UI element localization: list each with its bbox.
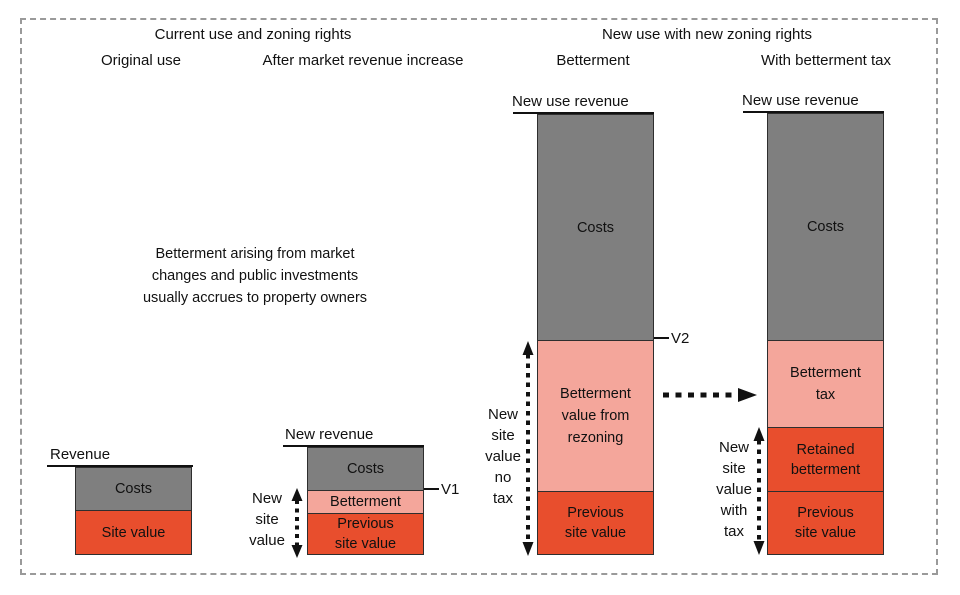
v2-marker: V2 [671,330,690,347]
v1-tick [424,488,439,490]
bar-original-use: Costs Site value [75,467,192,555]
header-current-use: Current use and zoning rights [154,26,352,43]
segment-previous-site-value: Previous site value [308,513,423,554]
segment-betterment-tax: Betterment tax [768,340,883,427]
revenue-line-tax [743,111,884,113]
v1-marker: V1 [441,481,460,498]
segment-retained-betterment: Retained betterment [768,427,883,491]
bar-with-betterment-tax: Costs Betterment tax Retained betterment… [767,113,884,555]
bar-betterment: Costs Betterment value from rezoning Pre… [537,114,654,555]
segment-costs: Costs [768,114,883,340]
header-new-use: New use with new zoning rights [601,26,813,43]
revenue-label-tax: New use revenue [742,92,859,109]
segment-costs: Costs [538,115,653,340]
segment-costs: Costs [76,468,191,510]
column-label-after-market: After market revenue increase [262,52,464,69]
column-label-betterment: Betterment [556,52,630,69]
note-text: Betterment arising from market changes a… [142,246,368,306]
segment-previous-site-value: Previous site value [768,491,883,554]
revenue-label-betterment: New use revenue [512,93,629,110]
segment-betterment-value: Betterment value from rezoning [538,340,653,491]
segment-costs: Costs [308,448,423,490]
side-note-new-site-value-with-tax: New site value with tax [716,439,752,540]
segment-previous-site-value: Previous site value [538,491,653,554]
column-label-with-betterment-tax: With betterment tax [760,52,892,69]
outer-dashed-frame [20,18,938,575]
side-note-new-site-value-no-tax: New site value no tax [485,406,521,507]
revenue-line-market [283,445,424,447]
revenue-label-original: Revenue [50,446,111,463]
bar-after-market: Costs Betterment Previous site value [307,447,424,555]
revenue-line-original [47,465,193,467]
segment-betterment: Betterment [308,490,423,513]
column-label-original-use: Original use [100,52,182,69]
side-note-new-site-value: New site value [249,490,285,549]
segment-site-value: Site value [76,510,191,554]
revenue-label-market: New revenue [285,426,374,443]
v2-tick [654,337,669,339]
revenue-line-betterment [513,112,654,114]
